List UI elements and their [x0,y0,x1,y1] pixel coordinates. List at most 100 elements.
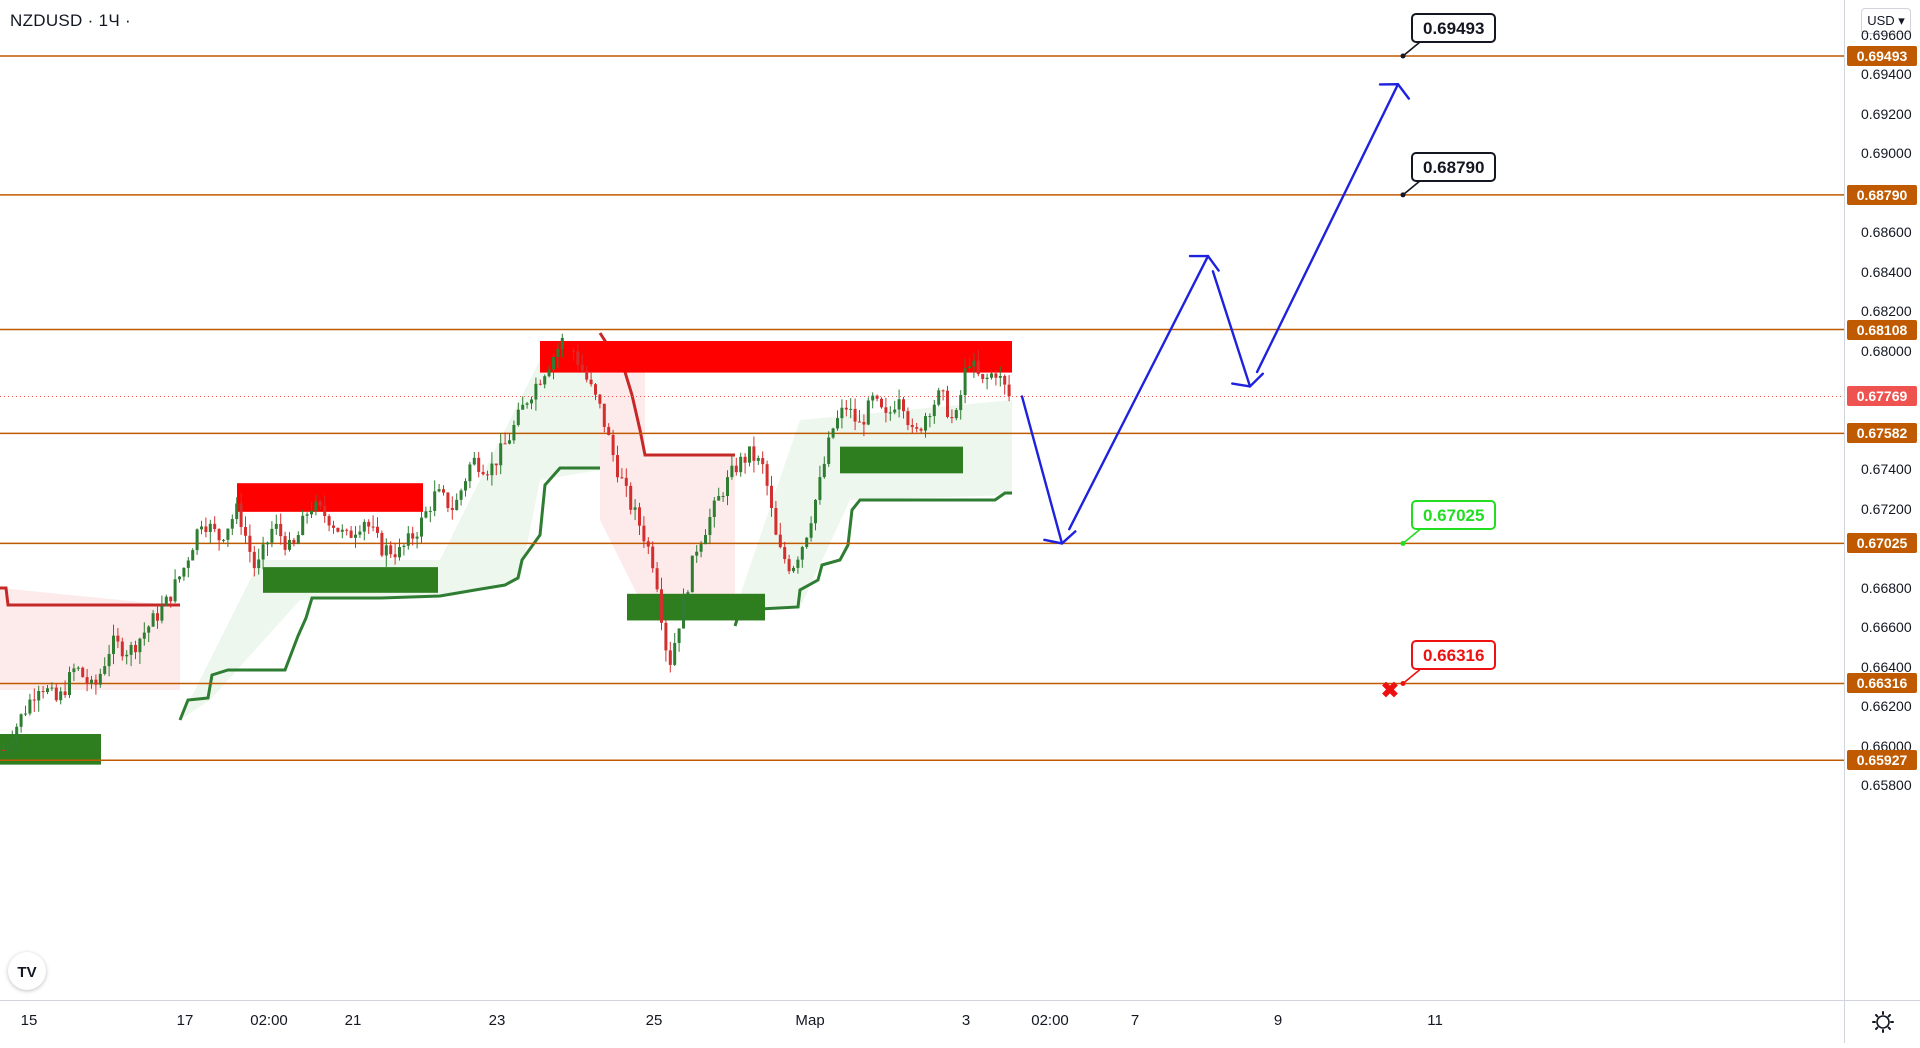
candle-body [15,727,18,741]
candle-body [526,403,529,404]
chart-settings-button[interactable] [1844,1000,1920,1043]
candle-body [539,384,542,385]
forecast-arrow-segment [1022,396,1062,543]
candle-body [682,596,685,628]
candle-body [248,536,251,552]
candle-body [55,688,58,701]
resistance-zone [237,483,423,512]
candle-body [288,540,291,550]
price-tick-label: 0.66200 [1861,698,1912,714]
price-tick-label: 0.69600 [1861,27,1912,43]
forecast-arrow-head [1232,384,1250,387]
forecast-arrow-head [1250,374,1263,387]
candle-body [867,400,870,424]
candle-body [739,457,742,472]
callout-anchor [1401,541,1406,546]
chart-area[interactable]: ✖ NZDUSD · 1Ч · TV 0.69493 0.68790 0.67025… [0,0,1844,1000]
candle-body [651,547,654,569]
price-callout[interactable]: 0.67025 [1411,500,1496,530]
chart-canvas[interactable]: ✖ [0,0,1844,1000]
candle-body [730,466,733,477]
candle-body [411,533,414,538]
candle-body [99,674,102,685]
callout-anchor [1401,192,1406,197]
candle-body [253,552,256,568]
price-callout[interactable]: 0.66316 [1411,640,1496,670]
candle-body [402,546,405,547]
candle-body [451,508,454,510]
candle-body [490,464,493,476]
candle-body [788,559,791,571]
candle-body [486,474,489,475]
candle-body [986,378,989,379]
candle-body [152,613,155,626]
tradingview-logo[interactable]: TV [8,952,46,990]
candle-body [832,428,835,437]
candle-body [994,373,997,377]
candle-body [358,532,361,535]
candle-body [376,527,379,533]
candle-body [11,741,14,746]
candle-body [125,655,128,656]
candle-body [552,357,555,370]
candle-body [310,511,313,515]
candle-body [629,486,632,510]
candle-body [336,528,339,532]
candle-body [968,366,971,368]
candle-body [594,384,597,394]
candle-body [169,597,172,602]
candle-body [482,472,485,474]
candle-body [226,529,229,540]
candle-body [319,502,322,506]
candle-body [521,405,524,410]
chevron-down-icon: ▾ [1895,13,1905,28]
candle-body [713,501,716,517]
candle-body [2,750,5,751]
candle-body [306,514,309,515]
candle-body [473,458,476,465]
candle-body [508,440,511,443]
candle-body [748,446,751,462]
candle-body [196,529,199,550]
candle-body [266,543,269,545]
candle-body [647,541,650,546]
time-tick-label: 17 [177,1012,194,1029]
candle-body [275,524,278,529]
candle-body [836,418,839,428]
candle-body [796,560,799,568]
support-zone [263,567,438,593]
candle-body [581,365,584,371]
price-level-badge: 0.66316 [1847,673,1917,693]
candle-body [893,410,896,413]
candle-body [187,560,190,567]
candle-body [1003,376,1006,385]
gear-icon [1845,1001,1920,1043]
candle-body [761,458,764,464]
candle-body [81,668,84,677]
candle-body [209,524,212,532]
candle-body [6,746,9,750]
candle-body [314,502,317,511]
candle-body [774,508,777,535]
price-tick-label: 0.65800 [1861,777,1912,793]
svg-text:TV: TV [17,964,36,981]
candle-body [297,535,300,544]
candle-body [752,446,755,460]
candle-body [607,427,610,435]
symbol-title[interactable]: NZDUSD · 1Ч · [10,11,131,31]
candle-body [818,477,821,500]
candle-body [911,425,914,427]
price-tick-label: 0.68600 [1861,224,1912,240]
candle-body [854,409,857,422]
price-callout[interactable]: 0.69493 [1411,13,1496,43]
price-callout[interactable]: 0.68790 [1411,152,1496,182]
candle-body [805,538,808,547]
candle-body [700,544,703,552]
bear-fill [0,588,180,690]
candle-body [972,361,975,367]
candle-body [823,464,826,477]
candle-body [438,489,441,491]
candle-body [915,427,918,429]
